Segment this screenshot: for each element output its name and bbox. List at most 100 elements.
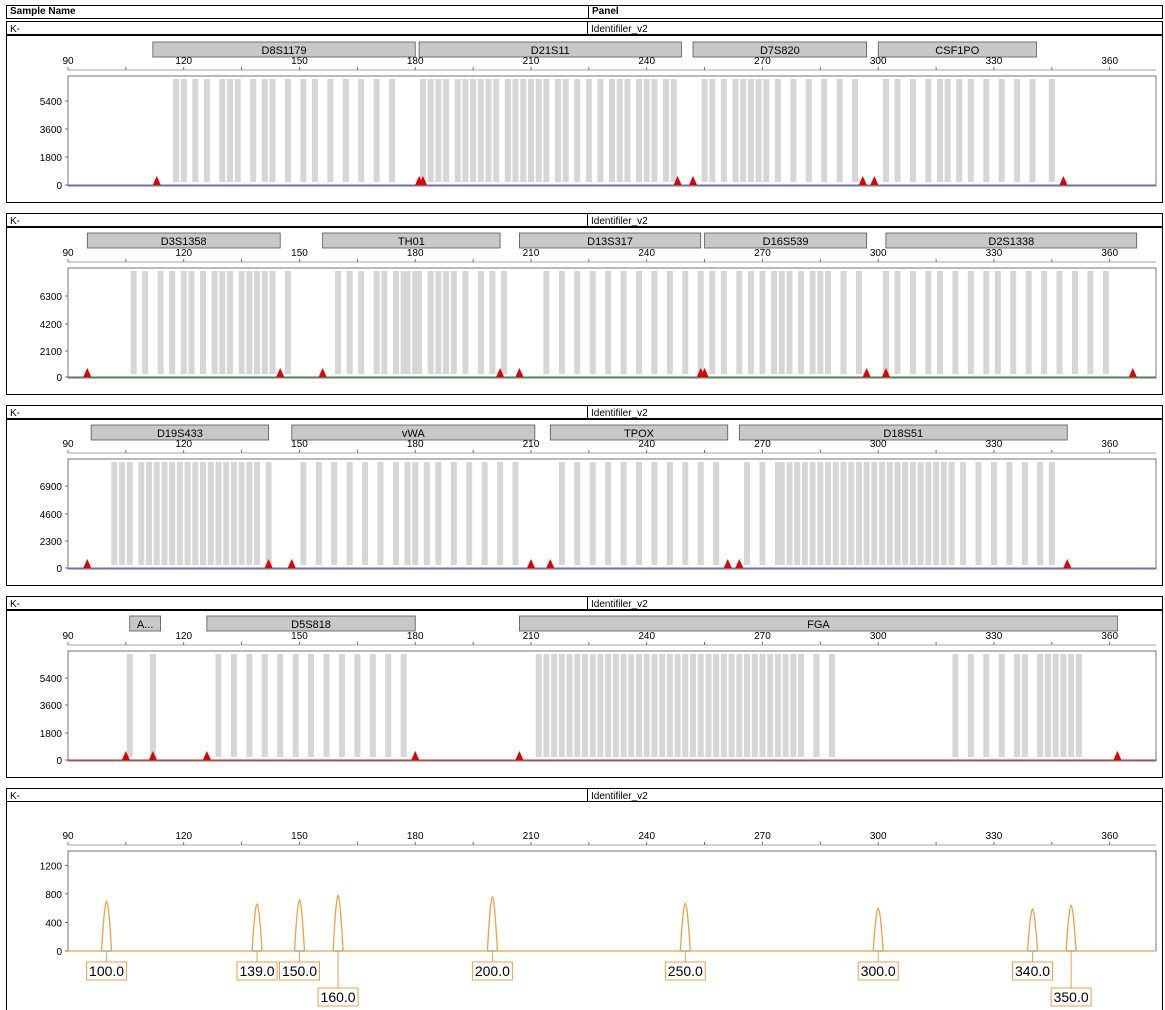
marker-bar-d5s818 <box>206 615 416 632</box>
x-tick-label: 360 <box>1101 631 1118 642</box>
allele-bin <box>558 271 565 374</box>
marker-label: D8S1179 <box>262 45 307 57</box>
allele-bin <box>732 79 739 182</box>
marker-range-triangle <box>862 368 871 377</box>
allele-bin <box>1006 462 1013 565</box>
x-tick-label: 240 <box>638 831 655 842</box>
allele-bin <box>936 271 943 374</box>
x-tick-label: 360 <box>1101 831 1118 842</box>
allele-bin <box>335 271 342 374</box>
sample-name: K- <box>10 791 20 802</box>
marker-range-triangle <box>121 751 130 760</box>
allele-bin <box>338 654 345 757</box>
allele-bin <box>385 654 392 757</box>
x-tick-label: 360 <box>1101 56 1118 67</box>
y-tick-label: 5400 <box>40 674 63 685</box>
allele-bin <box>246 271 253 374</box>
marker-bar-d3s1358 <box>86 232 281 249</box>
allele-bin <box>670 79 677 182</box>
dye-panel-2: D3S1358 TH01 D13S317 D16S539 D2S1338 90 120 150… <box>6 227 1163 395</box>
allele-bin <box>720 654 727 757</box>
peak-label-box <box>471 961 513 981</box>
marker-range-triangle <box>1113 751 1122 760</box>
peak-label-box <box>1050 987 1092 1007</box>
y-tick-label: 1800 <box>40 153 63 164</box>
allele-bin <box>169 462 176 565</box>
allele-bin <box>246 462 253 565</box>
x-tick-label: 300 <box>870 831 887 842</box>
peak-size-label: 300.0 <box>861 963 896 979</box>
x-tick-label: 180 <box>407 439 424 450</box>
allele-bin <box>952 654 959 757</box>
allele-bin <box>948 462 955 565</box>
allele-bin <box>925 271 932 374</box>
allele-bin <box>620 271 627 374</box>
allele-bin <box>362 462 369 565</box>
peak-size-label: 139.0 <box>240 963 275 979</box>
allele-bin <box>477 79 484 182</box>
marker-bar-d18s51 <box>738 424 1068 441</box>
allele-bin <box>161 462 168 565</box>
allele-bin <box>485 79 492 182</box>
allele-bin <box>736 271 743 374</box>
sample-name-header: Sample Name <box>10 6 76 17</box>
marker-bar-d13s317 <box>519 232 702 249</box>
allele-bin <box>412 271 419 374</box>
peak-label-box <box>664 961 706 981</box>
allele-bin <box>697 271 704 374</box>
x-tick-label: 150 <box>291 248 308 259</box>
allele-bin <box>173 79 180 182</box>
allele-bin <box>967 654 974 757</box>
allele-bin <box>462 271 469 374</box>
allele-bin <box>427 271 434 374</box>
sample-name: K- <box>10 599 20 610</box>
x-tick-label: 270 <box>754 439 771 450</box>
marker-range-triangle <box>148 751 157 760</box>
allele-bin <box>774 79 781 182</box>
allele-bin <box>871 462 878 565</box>
allele-bin <box>535 79 542 182</box>
allele-bin <box>223 462 230 565</box>
y-tick-label: 6900 <box>40 482 63 493</box>
y-tick-label: 1200 <box>40 861 63 872</box>
allele-bin <box>500 271 507 374</box>
allele-bin <box>840 462 847 565</box>
allele-bin <box>1025 271 1032 374</box>
allele-bin <box>358 79 365 182</box>
marker-range-triangle <box>546 559 555 568</box>
peak-label-box <box>1012 961 1054 981</box>
x-tick-label: 270 <box>754 631 771 642</box>
panel-name: Identifiler_v2 <box>591 24 648 35</box>
allele-bin <box>119 462 126 565</box>
x-tick-label: 300 <box>870 631 887 642</box>
allele-bin <box>828 654 835 757</box>
panel-name: Identifiler_v2 <box>591 408 648 419</box>
allele-bin <box>933 462 940 565</box>
marker-range-triangle <box>411 751 420 760</box>
allele-bin <box>798 654 805 757</box>
y-tick-label: 6300 <box>40 292 63 303</box>
allele-bin <box>450 271 457 374</box>
marker-range-triangle <box>700 368 709 377</box>
x-tick-label: 270 <box>754 831 771 842</box>
allele-bin <box>636 462 643 565</box>
allele-bin <box>713 462 720 565</box>
y-tick-label: 2100 <box>40 347 63 358</box>
allele-bin <box>192 79 199 182</box>
allele-bin <box>651 462 658 565</box>
x-tick-label: 210 <box>523 248 540 259</box>
allele-bin <box>543 271 550 374</box>
marker-range-triangle <box>881 368 890 377</box>
marker-label: D16S539 <box>763 236 809 248</box>
y-tick-label: 3600 <box>40 701 63 712</box>
allele-bin <box>392 271 399 374</box>
allele-bin <box>747 271 754 374</box>
peak-size-label: 160.0 <box>321 989 356 1005</box>
panel-frame <box>6 610 1163 778</box>
marker-range-triangle <box>318 368 327 377</box>
allele-bin <box>176 462 183 565</box>
marker-bar-d2s1338 <box>885 232 1138 249</box>
allele-bin <box>1044 654 1051 757</box>
allele-bin <box>983 271 990 374</box>
